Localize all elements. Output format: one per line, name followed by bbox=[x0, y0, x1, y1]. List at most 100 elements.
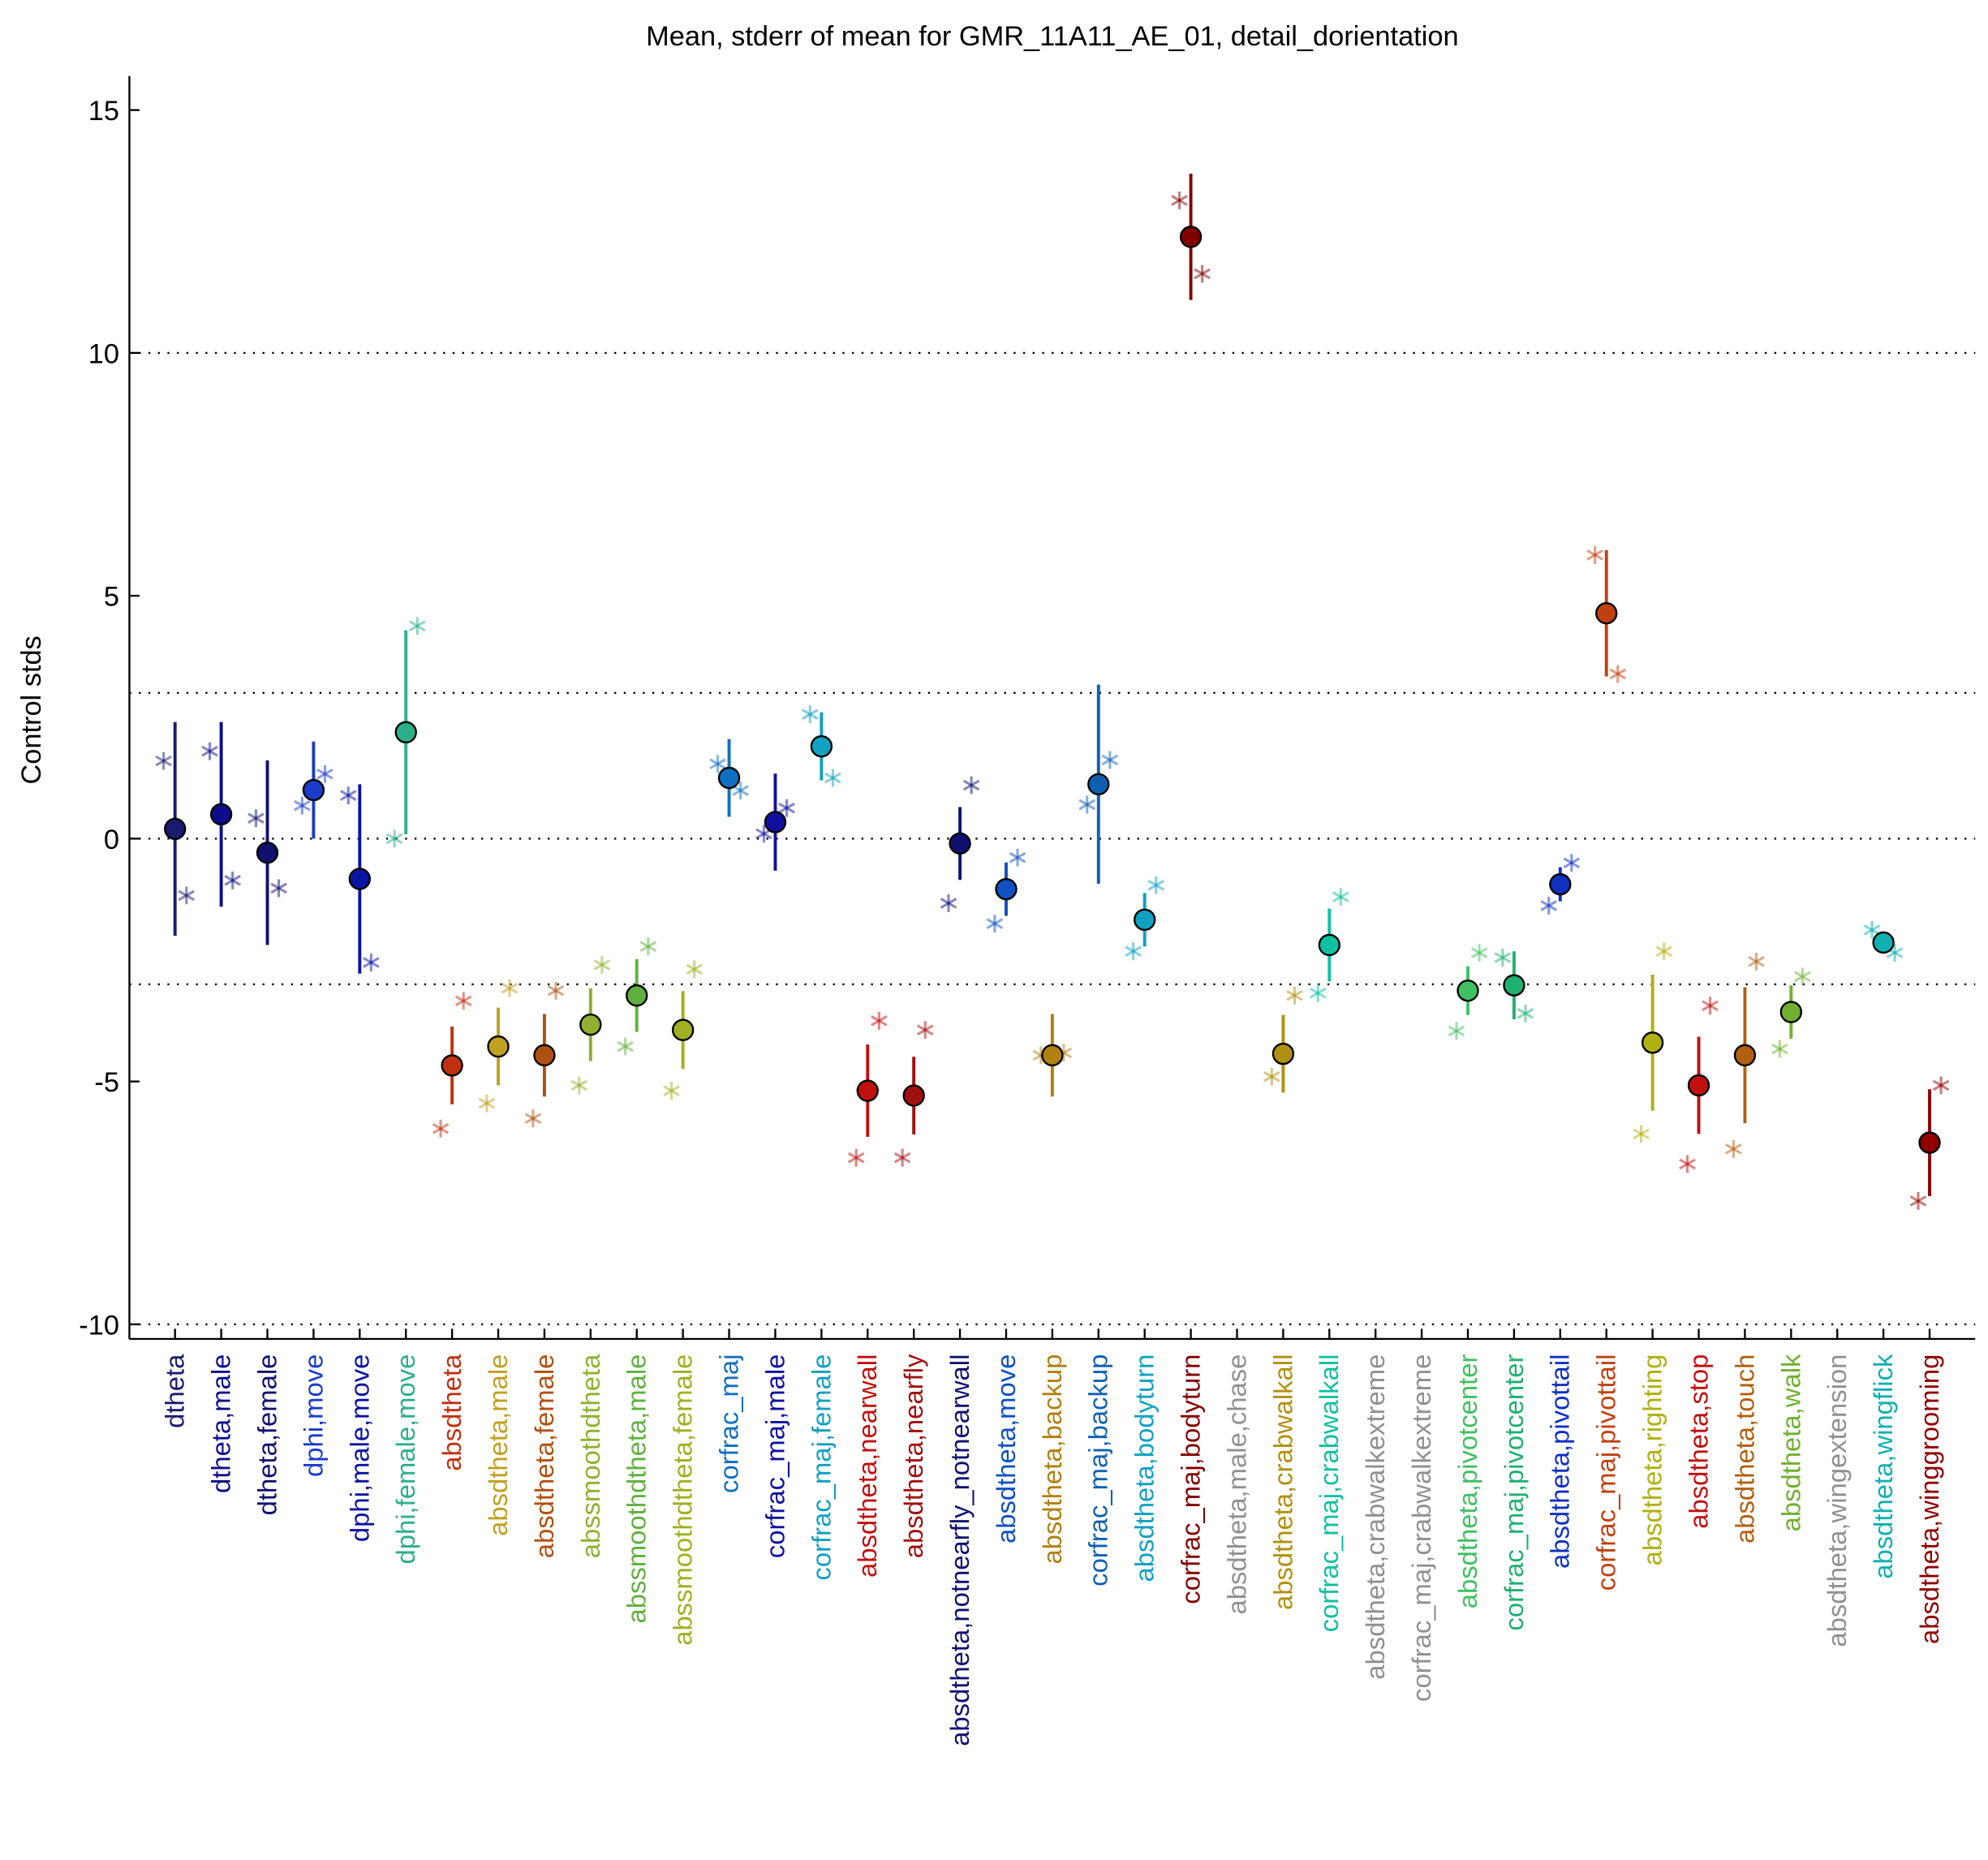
mean-marker bbox=[1134, 908, 1156, 932]
mean-marker bbox=[487, 1035, 510, 1058]
mean-marker bbox=[1457, 980, 1479, 1002]
star-stroke bbox=[478, 1097, 496, 1109]
subgroup-star bbox=[893, 1148, 911, 1167]
subgroup-star bbox=[1470, 944, 1488, 962]
star-stroke bbox=[408, 620, 426, 632]
x-tick-label: absdtheta,move bbox=[991, 1354, 1021, 1544]
star-stroke bbox=[316, 768, 333, 780]
x-tick-label: corfrac_maj,male bbox=[759, 1354, 790, 1559]
subgroup-star bbox=[454, 992, 472, 1010]
star-stroke bbox=[1655, 945, 1672, 958]
chart-title: Mean, stderr of mean for GMR_11A11_AE_01… bbox=[646, 21, 1458, 52]
x-tick-label: absdtheta,righting bbox=[1637, 1354, 1667, 1566]
star-stroke bbox=[593, 959, 611, 971]
star-stroke bbox=[617, 1040, 634, 1053]
star-stroke bbox=[547, 984, 565, 997]
subgroup-star bbox=[1609, 665, 1627, 683]
subgroup-star bbox=[224, 871, 241, 889]
x-tick-label: absdtheta,backup bbox=[1037, 1354, 1067, 1565]
star-stroke bbox=[1517, 1008, 1534, 1019]
subgroup-star bbox=[1494, 949, 1512, 967]
subgroup-star bbox=[962, 776, 980, 794]
star-stroke bbox=[524, 1113, 542, 1124]
star-stroke bbox=[686, 963, 703, 975]
subgroup-star bbox=[824, 769, 841, 787]
star-stroke bbox=[709, 758, 726, 770]
star-stroke bbox=[1702, 1000, 1719, 1012]
mean-marker bbox=[1549, 872, 1572, 896]
x-tick-label: absdtheta,winggrooming bbox=[1914, 1354, 1944, 1644]
star-stroke bbox=[1448, 1025, 1465, 1037]
x-tick-label: dphi,move bbox=[298, 1354, 328, 1477]
subgroup-star bbox=[294, 796, 311, 815]
subgroup-star bbox=[1932, 1076, 1950, 1095]
subgroup-star bbox=[1633, 1125, 1650, 1143]
star-stroke bbox=[1609, 668, 1627, 680]
x-tick-label: corfrac_maj,bodyturn bbox=[1176, 1354, 1206, 1604]
y-tick-label: 15 bbox=[88, 96, 119, 127]
mean-marker bbox=[995, 877, 1018, 901]
subgroup-star bbox=[1125, 942, 1142, 961]
subgroup-star bbox=[1263, 1067, 1280, 1086]
x-tick-label: absdtheta,walk bbox=[1775, 1354, 1805, 1531]
subgroup-star bbox=[570, 1076, 588, 1095]
star-stroke bbox=[663, 1085, 680, 1096]
subgroup-star bbox=[732, 781, 749, 800]
mean-marker bbox=[302, 778, 325, 802]
x-tick-label: absdtheta,male,chase bbox=[1221, 1354, 1251, 1615]
subgroup-star bbox=[1309, 984, 1327, 1002]
x-tick-label: corfrac_maj,pivottail bbox=[1591, 1354, 1621, 1591]
subgroup-star bbox=[1101, 751, 1119, 769]
mean-marker bbox=[1733, 1044, 1757, 1067]
subgroup-star bbox=[408, 617, 426, 635]
x-tick-label: dphi,female,move bbox=[390, 1354, 420, 1565]
subgroup-star bbox=[663, 1082, 680, 1100]
x-tick-label: absdtheta,stop bbox=[1683, 1354, 1713, 1529]
subgroup-star bbox=[385, 829, 403, 848]
subgroup-star bbox=[432, 1119, 450, 1138]
star-stroke bbox=[501, 982, 519, 994]
mean-marker bbox=[1272, 1042, 1295, 1066]
star-stroke bbox=[178, 889, 196, 902]
subgroup-star bbox=[1448, 1022, 1465, 1040]
subgroup-star bbox=[1171, 192, 1188, 209]
subgroup-star bbox=[593, 956, 611, 974]
x-tick-label: corfrac_maj,pivotcenter bbox=[1499, 1354, 1529, 1631]
subgroup-star bbox=[801, 705, 819, 724]
x-tick-label: absdtheta,touch bbox=[1729, 1354, 1759, 1544]
star-stroke bbox=[339, 790, 357, 801]
subgroup-star bbox=[547, 981, 565, 1000]
subgroup-star bbox=[1655, 942, 1672, 961]
x-tick-label: absdtheta,female bbox=[529, 1354, 559, 1559]
x-tick-label: corfrac_maj,backup bbox=[1083, 1354, 1113, 1587]
star-stroke bbox=[1886, 947, 1904, 958]
subgroup-star bbox=[1909, 1191, 1927, 1210]
star-stroke bbox=[1633, 1128, 1650, 1140]
star-stroke bbox=[801, 708, 819, 721]
star-stroke bbox=[940, 898, 957, 909]
mean-marker bbox=[1641, 1031, 1664, 1054]
star-stroke bbox=[155, 755, 172, 767]
star-stroke bbox=[201, 745, 218, 757]
star-stroke bbox=[871, 1015, 888, 1027]
mean-marker bbox=[1872, 931, 1895, 954]
x-tick-label: absdtheta,notnearfly_notnearwall bbox=[945, 1354, 975, 1746]
star-stroke bbox=[1470, 947, 1488, 958]
star-stroke bbox=[916, 1024, 934, 1036]
star-stroke bbox=[1101, 754, 1119, 766]
subgroup-star bbox=[155, 751, 172, 770]
mean-marker bbox=[1503, 974, 1525, 997]
mean-marker bbox=[394, 721, 417, 743]
subgroup-star bbox=[871, 1011, 888, 1030]
subgroup-star bbox=[178, 886, 196, 905]
mean-marker bbox=[1087, 773, 1110, 796]
x-tick-label: corfrac_maj,female bbox=[806, 1354, 836, 1581]
subgroup-star bbox=[363, 954, 380, 971]
star-stroke bbox=[385, 833, 403, 845]
star-stroke bbox=[1794, 971, 1811, 983]
x-tick-label: dtheta bbox=[160, 1354, 190, 1428]
mean-marker bbox=[902, 1084, 925, 1107]
mean-marker bbox=[1918, 1131, 1941, 1154]
mean-marker bbox=[1687, 1074, 1710, 1097]
